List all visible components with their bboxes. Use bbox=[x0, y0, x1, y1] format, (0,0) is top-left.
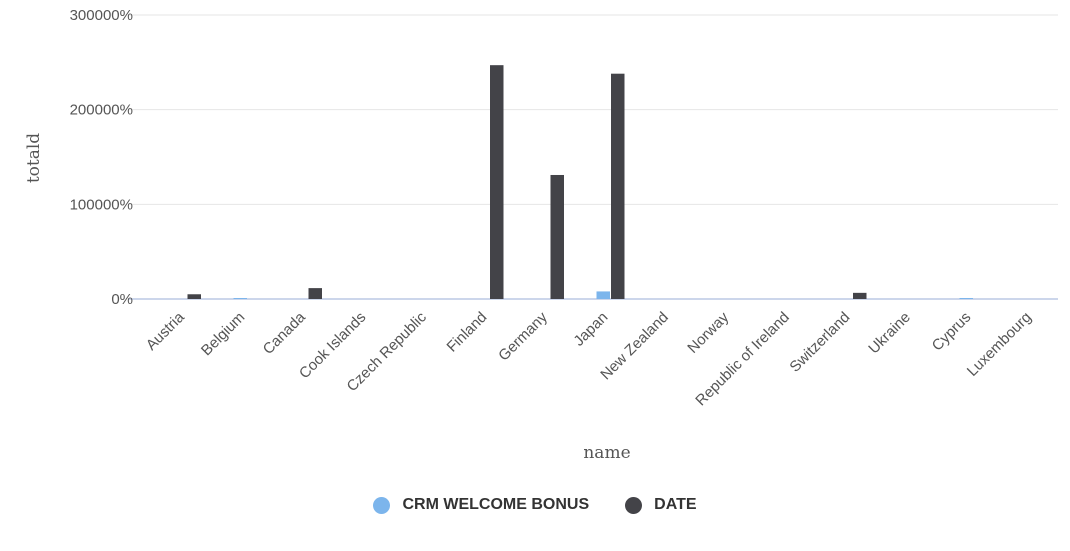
x-tick-label: Austria bbox=[143, 308, 188, 353]
bar-date-austria[interactable] bbox=[187, 294, 202, 299]
grid-lines bbox=[128, 14, 1058, 300]
bar-date-canada[interactable] bbox=[308, 288, 323, 299]
y-tick-label: 100000% bbox=[70, 196, 133, 213]
x-tick-label: Germany bbox=[495, 308, 551, 364]
x-tick-label: Belgium bbox=[198, 309, 248, 359]
y-tick-label: 300000% bbox=[70, 7, 133, 24]
x-tick-label: Canada bbox=[260, 308, 310, 358]
y-tick-label: 200000% bbox=[70, 102, 133, 119]
bar-chart: 0% 100000% 200000% 300000% Austria Belgium Ca… bbox=[24, 7, 1058, 463]
x-axis-title: name bbox=[583, 443, 630, 463]
x-tick-label: Finland bbox=[444, 309, 491, 356]
y-axis-ticks: 0% 100000% 200000% 300000% bbox=[70, 7, 133, 308]
legend-label: DATE bbox=[654, 496, 697, 513]
legend-label: CRM WELCOME BONUS bbox=[402, 496, 590, 513]
bar-date-germany[interactable] bbox=[550, 174, 565, 299]
x-tick-label: Luxembourg bbox=[964, 309, 1035, 380]
x-tick-label: Norway bbox=[684, 308, 732, 356]
x-tick-label: Japan bbox=[570, 309, 611, 350]
legend: CRM WELCOME BONUS DATE bbox=[0, 496, 1070, 514]
legend-swatch-date bbox=[625, 496, 643, 514]
bar-crm-welcome-bonus-belgium[interactable] bbox=[233, 298, 248, 299]
legend-item-crm-welcome-bonus[interactable]: CRM WELCOME BONUS bbox=[373, 496, 589, 514]
y-axis-title: totald bbox=[24, 133, 44, 183]
legend-item-date[interactable]: DATE bbox=[625, 496, 697, 514]
bars bbox=[187, 65, 974, 300]
bar-crm-welcome-bonus-cyprus[interactable] bbox=[959, 298, 974, 299]
x-tick-label: Cyprus bbox=[929, 309, 975, 355]
bar-crm-welcome-bonus-japan[interactable] bbox=[596, 291, 611, 299]
bar-date-switzerland[interactable] bbox=[853, 292, 867, 299]
legend-swatch-crm-welcome-bonus bbox=[373, 496, 391, 514]
bar-date-finland[interactable] bbox=[490, 65, 504, 299]
bar-date-japan[interactable] bbox=[611, 73, 625, 300]
y-tick-label: 0% bbox=[111, 291, 133, 308]
x-tick-label: Ukraine bbox=[865, 309, 914, 358]
x-tick-label: Switzerland bbox=[786, 309, 853, 376]
